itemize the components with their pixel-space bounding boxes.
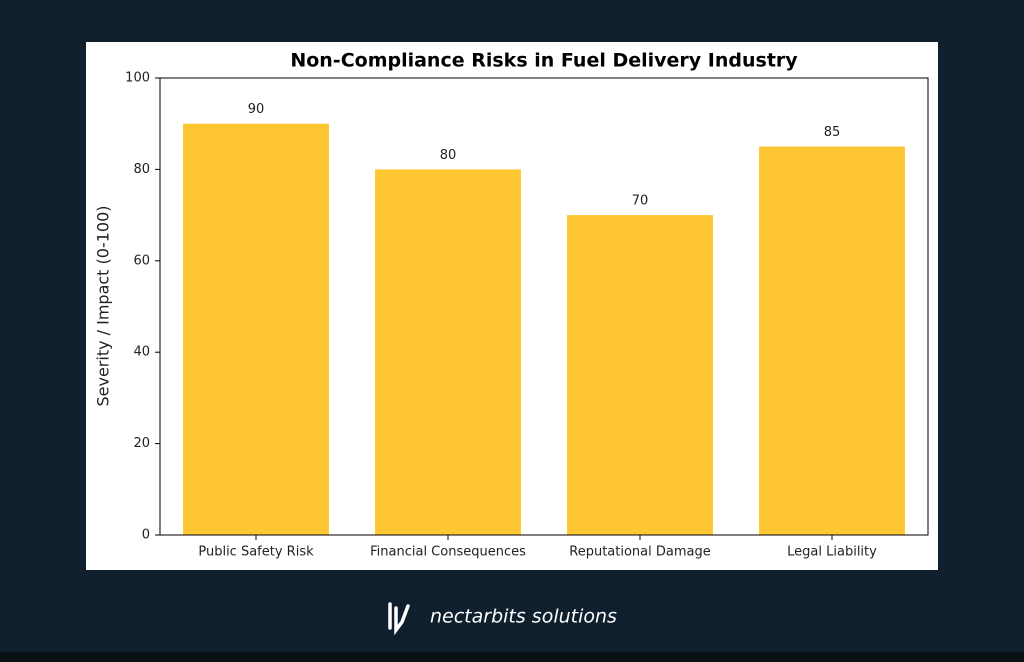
brand-name: nectarbits solutions [430,606,617,628]
bar [375,169,521,535]
chart-title: Non-Compliance Risks in Fuel Delivery In… [290,50,798,72]
x-tick-label: Legal Liability [787,545,877,560]
bar [567,215,713,535]
y-tick-label: 40 [133,345,150,360]
value-label: 70 [632,194,649,209]
brand-logo: nectarbits solutions [388,602,617,636]
value-label: 90 [248,102,265,117]
bar [183,123,329,535]
y-tick-label: 100 [125,71,150,86]
x-tick-label: Reputational Damage [569,545,710,560]
x-tick-label: Public Safety Risk [198,545,314,560]
x-tick-label: Financial Consequences [370,545,526,560]
y-tick-label: 0 [142,528,150,543]
y-tick-label: 20 [133,436,150,451]
logo-icon [388,602,410,636]
plot-frame [159,77,929,536]
value-label: 85 [824,125,841,140]
value-label: 80 [440,148,457,163]
bar [759,146,905,536]
bottom-strip [0,652,1024,662]
y-tick-label: 80 [133,162,150,177]
y-tick-label: 60 [133,253,150,268]
y-axis-label: Severity / Impact (0-100) [94,205,113,406]
